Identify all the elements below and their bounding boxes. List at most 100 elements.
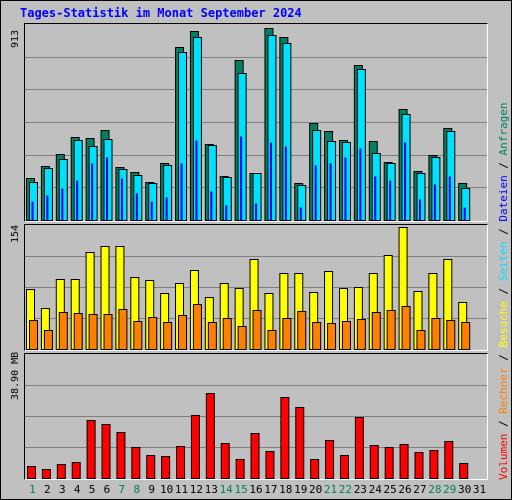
- dateien-bar-day-26: [404, 142, 407, 221]
- legend-item-besuche: Besuche: [497, 301, 510, 348]
- legend-separator: /: [497, 221, 510, 242]
- chart-title: Tages-Statistik im Monat September 2024: [20, 6, 302, 20]
- volumen-bar-day-24: [369, 445, 379, 479]
- volumen-bar-day-5: [86, 420, 96, 479]
- dateien-bar-day-14: [225, 205, 228, 221]
- volumen-bar-day-4: [71, 462, 81, 479]
- rechner-bar-day-22: [341, 321, 351, 350]
- day-label-16: 16: [249, 483, 263, 496]
- day-label-26: 26: [398, 483, 412, 496]
- day-label-4: 4: [73, 483, 81, 496]
- dateien-bar-day-9: [150, 201, 153, 221]
- rechner-bar-day-12: [192, 304, 202, 350]
- volumen-bar-day-7: [116, 432, 126, 479]
- day-label-1: 1: [29, 483, 36, 496]
- rechner-bar-day-21: [327, 323, 337, 350]
- day-label-12: 12: [189, 483, 203, 496]
- day-label-20: 20: [308, 483, 323, 496]
- volumen-bar-day-3: [56, 464, 66, 479]
- dateien-bar-day-18: [284, 146, 287, 221]
- legend-separator: /: [497, 155, 510, 176]
- volumen-bar-day-1: [27, 466, 36, 479]
- dateien-bar-day-8: [135, 193, 138, 221]
- day-label-28: 28: [428, 483, 442, 496]
- rechner-bar-day-20: [312, 322, 322, 350]
- volumen-bar-day-17: [265, 451, 275, 479]
- rechner-bar-day-1: [29, 320, 38, 350]
- legend-separator: /: [497, 413, 510, 434]
- day-label-7: 7: [118, 483, 126, 496]
- rechner-bar-day-10: [163, 322, 173, 350]
- rechner-bar-day-3: [58, 312, 68, 350]
- dateien-bar-day-3: [61, 188, 64, 221]
- dateien-bar-day-19: [299, 207, 302, 221]
- volumen-bar-day-14: [220, 443, 230, 479]
- day-label-18: 18: [279, 483, 293, 496]
- day-label-22: 22: [338, 483, 353, 496]
- legend-item-volumen: Volumen: [497, 433, 510, 480]
- volumen-bar-day-12: [190, 415, 200, 479]
- dateien-bar-day-1: [31, 201, 34, 221]
- volumen-bar-day-22: [339, 455, 349, 479]
- volumen-bar-day-15: [235, 459, 245, 479]
- dateien-bar-day-10: [165, 197, 168, 221]
- volumen-bar-day-27: [414, 452, 424, 479]
- legend-item-dateien: Dateien: [497, 175, 510, 222]
- day-label-2: 2: [44, 483, 51, 496]
- rechner-bar-day-17: [267, 330, 277, 350]
- day-label-11: 11: [174, 483, 189, 496]
- dateien-bar-day-23: [359, 148, 362, 221]
- rechner-bar-day-11: [178, 315, 188, 350]
- volumen-bar-day-11: [176, 446, 186, 479]
- rechner-bar-day-4: [73, 313, 83, 350]
- legend-item-seiten: Seiten: [497, 241, 510, 282]
- day-label-3: 3: [58, 483, 66, 496]
- volumen-bar-day-25: [384, 447, 394, 479]
- dateien-bar-day-17: [269, 142, 272, 221]
- rechner-bar-day-24: [371, 312, 381, 350]
- rechner-bar-day-28: [431, 318, 441, 350]
- legend-separator: /: [497, 347, 510, 368]
- rechner-bar-day-9: [148, 317, 158, 350]
- day-label-27: 27: [413, 483, 427, 496]
- rechner-bar-day-27: [416, 330, 426, 350]
- day-label-14: 14: [219, 483, 233, 496]
- day-label-15: 15: [234, 483, 248, 496]
- rechner-bar-day-8: [133, 321, 143, 350]
- dateien-bar-day-7: [120, 178, 123, 221]
- legend-item-rechner: Rechner: [497, 367, 510, 414]
- day-label-6: 6: [103, 483, 111, 496]
- day-label-5: 5: [88, 483, 96, 496]
- day-label-21: 21: [323, 483, 338, 496]
- legend-item-anfragen: Anfragen: [497, 102, 510, 156]
- volumen-bar-day-21: [325, 440, 335, 479]
- dateien-bar-day-28: [433, 184, 436, 221]
- day-label-19: 19: [294, 483, 308, 496]
- day-label-9: 9: [148, 483, 155, 496]
- dateien-bar-day-30: [463, 207, 466, 221]
- rechner-bar-day-15: [237, 326, 247, 350]
- volumen-bar-day-6: [101, 424, 111, 479]
- rechner-bar-day-30: [461, 322, 471, 350]
- day-label-8: 8: [133, 483, 141, 496]
- rechner-bar-day-29: [446, 320, 456, 350]
- volumen-bar-day-26: [399, 444, 409, 479]
- dateien-bar-day-12: [195, 140, 198, 221]
- dateien-bar-day-2: [46, 195, 49, 221]
- rechner-bar-day-2: [43, 330, 53, 350]
- rechner-bar-day-25: [386, 310, 396, 350]
- day-label-23: 23: [353, 483, 367, 496]
- rechner-bar-day-5: [88, 314, 98, 350]
- dateien-bar-day-6: [106, 157, 109, 221]
- volumen-bar-day-8: [131, 447, 141, 479]
- rechner-bar-day-6: [103, 314, 113, 350]
- dateien-bar-day-15: [240, 136, 243, 221]
- volumen-bar-day-29: [444, 441, 454, 479]
- volumen-bar-day-9: [146, 455, 156, 479]
- volumen-bar-day-16: [250, 433, 260, 479]
- volumen-bar-day-28: [429, 450, 439, 479]
- dateien-bar-day-20: [314, 165, 317, 221]
- rechner-bar-day-18: [282, 318, 292, 350]
